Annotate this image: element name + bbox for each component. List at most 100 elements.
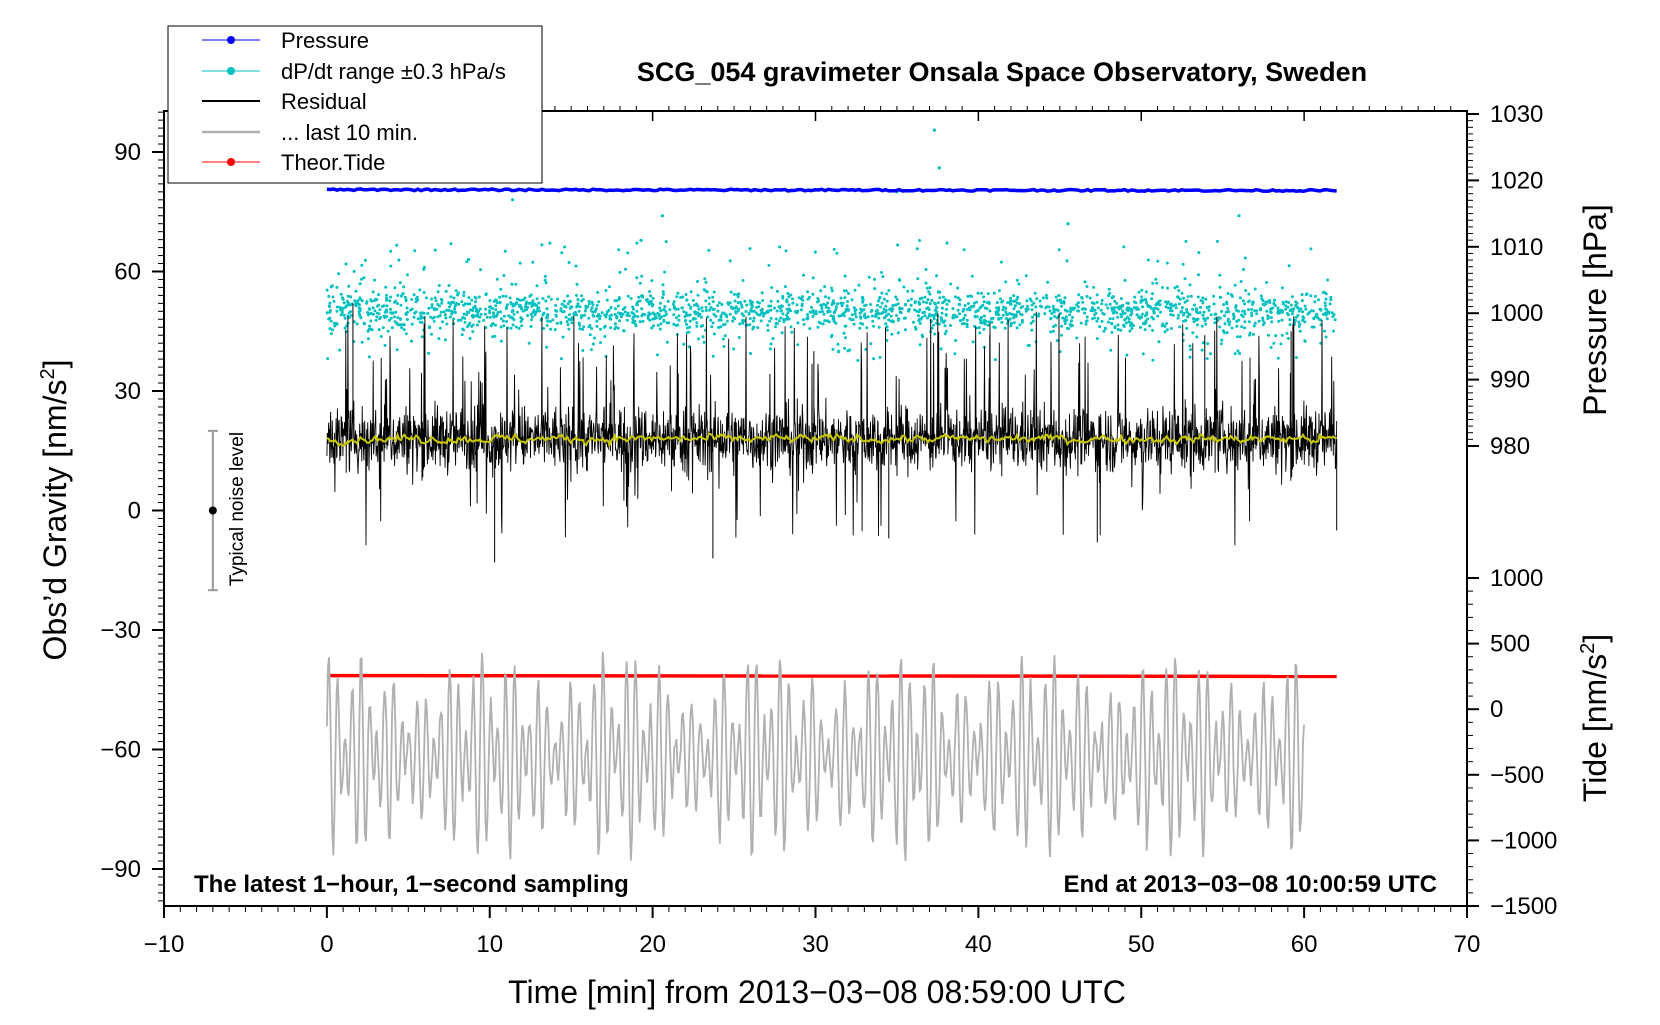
- dpdt-point: [1171, 313, 1175, 317]
- y-left-title-sup: 2: [37, 368, 59, 379]
- dpdt-point: [904, 328, 907, 332]
- dpdt-point: [1279, 342, 1283, 346]
- dpdt-point: [810, 305, 813, 309]
- dpdt-point: [1332, 329, 1335, 333]
- dpdt-point: [328, 316, 332, 320]
- dpdt-point: [1155, 281, 1159, 285]
- dpdt-point: [1235, 324, 1239, 328]
- dpdt-point: [942, 295, 945, 299]
- dpdt-point: [369, 298, 373, 302]
- dpdt-point: [1166, 286, 1169, 290]
- dpdt-point: [390, 311, 394, 315]
- dpdt-point: [935, 318, 939, 322]
- dpdt-point: [523, 308, 527, 312]
- dpdt-point: [1033, 313, 1037, 317]
- dpdt-point: [1116, 328, 1120, 331]
- dpdt-point: [965, 325, 969, 329]
- dpdt-point: [783, 285, 787, 289]
- dpdt-point: [1012, 299, 1015, 303]
- dpdt-point: [662, 318, 666, 322]
- dpdt-point: [907, 307, 911, 311]
- dpdt-point: [658, 306, 662, 310]
- dpdt-point: [1227, 323, 1231, 327]
- dpdt-point: [906, 299, 910, 303]
- dpdt-point: [1261, 302, 1265, 306]
- x-axis-title: Time [min] from 2013−03−08 08:59:00 UTC: [508, 974, 1126, 1010]
- dpdt-point: [1272, 302, 1276, 306]
- dpdt-point: [1013, 304, 1017, 308]
- dpdt-point: [561, 335, 565, 339]
- dpdt-point: [618, 319, 622, 323]
- dpdt-point: [843, 324, 847, 328]
- dpdt-point: [668, 308, 672, 312]
- dpdt-point: [717, 301, 721, 305]
- dpdt-point: [1327, 311, 1331, 315]
- dpdt-point: [331, 328, 335, 332]
- dpdt-point: [1119, 297, 1123, 301]
- dpdt-point: [1017, 282, 1021, 286]
- dpdt-point: [1163, 324, 1167, 328]
- dpdt-point: [1071, 315, 1074, 319]
- dpdt-point: [1206, 342, 1210, 346]
- dpdt-point: [771, 337, 775, 340]
- dpdt-point: [369, 327, 373, 331]
- dpdt-point: [512, 302, 516, 306]
- dpdt-point: [935, 310, 939, 314]
- dpdt-point: [853, 309, 857, 313]
- dpdt-point: [570, 321, 574, 325]
- dpdt-point: [389, 295, 393, 299]
- dpdt-point: [662, 307, 666, 311]
- dpdt-point: [726, 301, 730, 305]
- dpdt-point: [1213, 317, 1217, 321]
- x-tick-label: 70: [1454, 931, 1481, 958]
- dpdt-point: [872, 357, 876, 361]
- dpdt-point: [560, 251, 564, 255]
- dpdt-point: [723, 312, 727, 316]
- dpdt-point: [328, 309, 332, 312]
- dpdt-point: [1270, 307, 1274, 311]
- dpdt-point: [505, 320, 509, 323]
- dpdt-point: [646, 299, 649, 303]
- dpdt-point: [1127, 320, 1131, 324]
- dpdt-point: [806, 313, 809, 316]
- dpdt-point: [1126, 309, 1130, 313]
- dpdt-point: [757, 301, 761, 305]
- dpdt-point: [422, 311, 426, 315]
- dpdt-point: [712, 290, 716, 294]
- dpdt-point: [702, 288, 706, 292]
- dpdt-point: [1324, 335, 1328, 339]
- dpdt-point: [499, 325, 503, 329]
- dpdt-point: [1146, 317, 1150, 321]
- dpdt-point: [1110, 306, 1114, 310]
- dpdt-point: [1242, 268, 1245, 271]
- dpdt-point: [1018, 323, 1022, 327]
- dpdt-point: [779, 316, 783, 320]
- dpdt-point: [1286, 313, 1290, 317]
- dpdt-point: [1274, 334, 1278, 338]
- dpdt-point: [358, 282, 362, 286]
- dpdt-point: [966, 302, 970, 305]
- dpdt-point: [956, 286, 960, 290]
- dpdt-point: [986, 323, 990, 327]
- dpdt-point: [928, 292, 932, 296]
- dpdt-point: [1238, 352, 1242, 355]
- dpdt-point: [898, 278, 901, 282]
- dpdt-point: [509, 301, 513, 304]
- dpdt-point: [750, 309, 754, 313]
- dpdt-point: [865, 326, 869, 330]
- dpdt-point: [508, 296, 512, 300]
- dpdt-point: [840, 304, 844, 308]
- dpdt-point: [739, 301, 743, 304]
- y-left-tick-label: 30: [114, 378, 141, 405]
- dpdt-point: [626, 251, 630, 255]
- dpdt-point: [576, 302, 580, 306]
- dpdt-point: [769, 308, 773, 312]
- dpdt-point: [816, 297, 820, 300]
- dpdt-point: [631, 305, 635, 309]
- dpdt-point: [374, 318, 378, 322]
- dpdt-point: [983, 322, 987, 326]
- dpdt-point: [412, 293, 416, 297]
- y-left-tick-label: −30: [100, 617, 141, 644]
- dpdt-point: [826, 310, 830, 314]
- dpdt-point: [687, 330, 691, 334]
